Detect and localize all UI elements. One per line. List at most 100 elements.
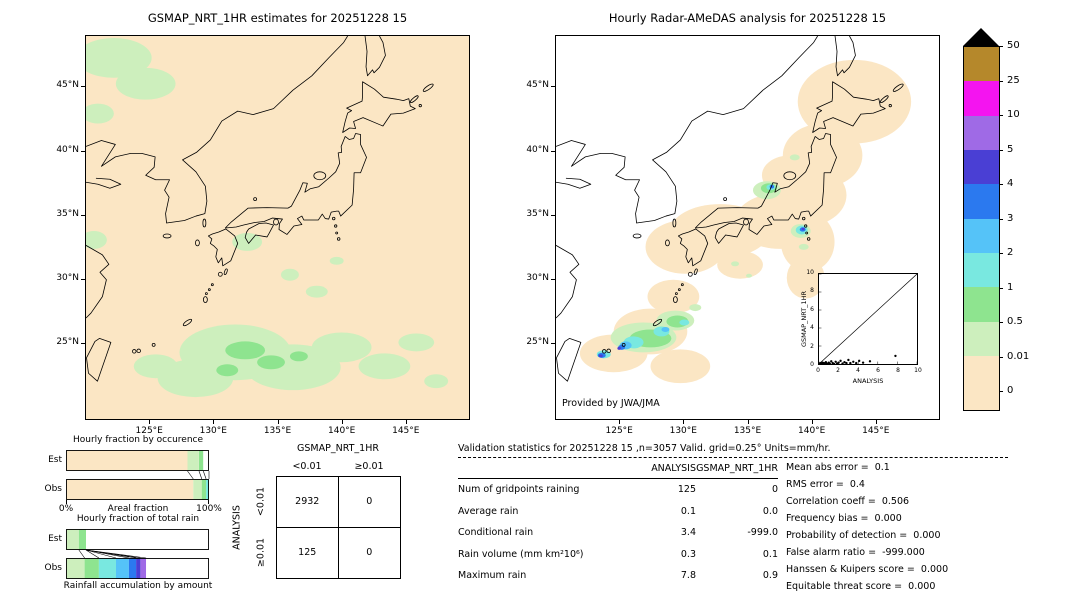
stats-table: ANALYSIS GSMAP_NRT_1HR Num of gridpoints … bbox=[458, 462, 778, 587]
colorbar-tick-label: 0.5 bbox=[1007, 316, 1023, 327]
inset-xlabel: ANALYSIS bbox=[852, 377, 884, 385]
inset-y-tick-label: 6 bbox=[810, 305, 814, 313]
y-axis-tickmark bbox=[551, 86, 555, 88]
occurrence-xlabel: Areal fraction bbox=[107, 504, 169, 514]
colorbar bbox=[963, 46, 1000, 411]
inset-y-tick-label: 2 bbox=[810, 342, 814, 350]
x-axis-tick-label: 145°E bbox=[862, 426, 890, 436]
y-axis-tickmark bbox=[551, 278, 555, 280]
score-line: Correlation coeff = 0.506 bbox=[786, 496, 910, 507]
colorbar-tickmark bbox=[1000, 80, 1003, 82]
occurrence-obs-label: Obs bbox=[44, 484, 63, 494]
y-axis-tickmark bbox=[81, 86, 85, 88]
x-axis-tick-label: 130°E bbox=[199, 426, 227, 436]
colorbar-tickmark bbox=[1000, 46, 1003, 47]
y-axis-tickmark bbox=[551, 343, 555, 344]
stats-col-analysis: ANALYSIS bbox=[651, 463, 696, 474]
stats-row: Conditional rain 3.4 -999.0 bbox=[458, 522, 778, 544]
colorbar-extend-cell bbox=[964, 390, 999, 411]
x-axis-tick-label: 130°E bbox=[669, 426, 697, 436]
stats-title: Validation statistics for 20251228 15 ,n… bbox=[458, 443, 831, 454]
y-axis-tickmark bbox=[551, 214, 555, 216]
inset-x-tick-label: 6 bbox=[876, 367, 880, 374]
colorbar-tick-label: 5 bbox=[1007, 143, 1014, 155]
colorbar-cell bbox=[964, 149, 999, 185]
colorbar-tickmark bbox=[1000, 391, 1003, 392]
x-axis-tick-label: 135°E bbox=[733, 426, 762, 436]
stats-value-gsmap: 0.1 bbox=[762, 548, 778, 560]
colorbar-tickmark bbox=[1000, 322, 1003, 323]
colorbar-cell bbox=[964, 252, 999, 288]
occurrence-est-label: Est bbox=[48, 455, 62, 465]
y-axis-tickmark bbox=[551, 150, 555, 152]
colorbar-over-arrow bbox=[963, 28, 999, 46]
colorbar-tick-label: 3 bbox=[1007, 212, 1014, 224]
colorbar-tickmark bbox=[1000, 115, 1003, 116]
y-axis-tick-label: 25°N bbox=[56, 337, 79, 347]
y-axis-tickmark bbox=[81, 278, 85, 280]
inset-x-tick-label: 4 bbox=[856, 367, 860, 374]
stats-divider bbox=[458, 457, 1008, 458]
totalrain-obs-label: Obs bbox=[44, 563, 63, 573]
y-axis-tickmark bbox=[81, 343, 85, 344]
score-line: Frequency bias = 0.000 bbox=[786, 513, 902, 524]
x-axis-tickmark bbox=[149, 420, 151, 424]
gsmap-map-canvas bbox=[76, 35, 449, 398]
occurrence-x0-label: 0% bbox=[58, 504, 74, 514]
inset-scatter-panel bbox=[818, 273, 918, 366]
colorbar-tick-label: 2 bbox=[1007, 247, 1014, 258]
contingency-cell-miss: 125 bbox=[277, 527, 339, 578]
colorbar-tickmark bbox=[1000, 253, 1003, 254]
gsmap-map-title: GSMAP_NRT_1HR estimates for 20251228 15 bbox=[147, 11, 408, 25]
score-line: Hanssen & Kuipers score = 0.000 bbox=[786, 564, 949, 575]
contingency-grid: 2932 0 125 0 bbox=[276, 476, 401, 579]
occurrence-chart-canvas bbox=[66, 450, 210, 504]
contingency-col-group: GSMAP_NRT_1HR bbox=[297, 443, 379, 454]
colorbar-tick-label: 1 bbox=[1007, 281, 1014, 293]
x-axis-tickmark bbox=[341, 420, 343, 424]
stats-row-label: Conditional rain bbox=[458, 527, 534, 538]
totalrain-chart-canvas bbox=[66, 529, 209, 579]
contingency-col-label-ge: ≥0.01 bbox=[354, 461, 384, 472]
colorbar-cell bbox=[964, 287, 999, 322]
stats-row-label: Rain volume (mm km²10⁶) bbox=[458, 548, 584, 560]
skill-scores: Mean abs error = 0.1 RMS error = 0.4 Corre… bbox=[786, 459, 1076, 595]
contingency-cell-hit: 0 bbox=[366, 547, 373, 559]
stats-value-gsmap: 0.9 bbox=[762, 570, 778, 581]
stats-row: Rain volume (mm km²10⁶) 0.3 0.1 bbox=[458, 544, 778, 566]
x-axis-tickmark bbox=[213, 420, 215, 424]
stats-value-gsmap: 0.0 bbox=[762, 505, 778, 517]
radar-map-title: Hourly Radar-AMeDAS analysis for 2025122… bbox=[608, 11, 887, 25]
inset-scatter-canvas bbox=[818, 273, 918, 366]
colorbar-tickmark bbox=[1000, 218, 1003, 220]
y-axis-tick-label: 35°N bbox=[526, 208, 549, 219]
stats-header-underline bbox=[458, 478, 778, 479]
stats-value-analysis: 0.3 bbox=[680, 548, 696, 560]
credit-text: Provided by JWA/JMA bbox=[562, 398, 660, 409]
inset-y-tick-label: 0 bbox=[810, 361, 814, 368]
inset-x-tick-label: 8 bbox=[896, 367, 900, 374]
totalrain-caption: Rainfall accumulation by amount bbox=[63, 581, 213, 591]
y-axis-tick-label: 30°N bbox=[526, 272, 549, 283]
colorbar-tick-label: 0.01 bbox=[1007, 350, 1030, 362]
colorbar-tick-label: 0 bbox=[1007, 385, 1014, 396]
y-axis-tick-label: 25°N bbox=[526, 337, 549, 347]
totalrain-chart-title: Hourly fraction of total rain bbox=[76, 514, 200, 524]
colorbar-cell bbox=[964, 115, 999, 150]
score-line: False alarm ratio = -999.000 bbox=[786, 547, 925, 558]
y-axis-tickmark bbox=[81, 150, 85, 152]
contingency-col-label-lt: <0.01 bbox=[292, 461, 322, 472]
contingency-row-group: ANALYSIS bbox=[231, 505, 243, 550]
score-line: Mean abs error = 0.1 bbox=[786, 462, 890, 473]
x-axis-tickmark bbox=[277, 420, 279, 424]
colorbar-tick-label: 25 bbox=[1007, 74, 1020, 86]
stats-value-gsmap: 0 bbox=[771, 484, 778, 495]
colorbar-cell bbox=[964, 321, 999, 356]
colorbar-tick-label: 10 bbox=[1007, 109, 1020, 120]
x-axis-tick-label: 125°E bbox=[605, 426, 633, 436]
colorbar-tick-label: 50 bbox=[1007, 40, 1020, 51]
occurrence-chart-title: Hourly fraction by occurence bbox=[72, 435, 204, 445]
x-axis-tickmark bbox=[405, 420, 407, 424]
y-axis-tick-label: 30°N bbox=[56, 272, 79, 283]
